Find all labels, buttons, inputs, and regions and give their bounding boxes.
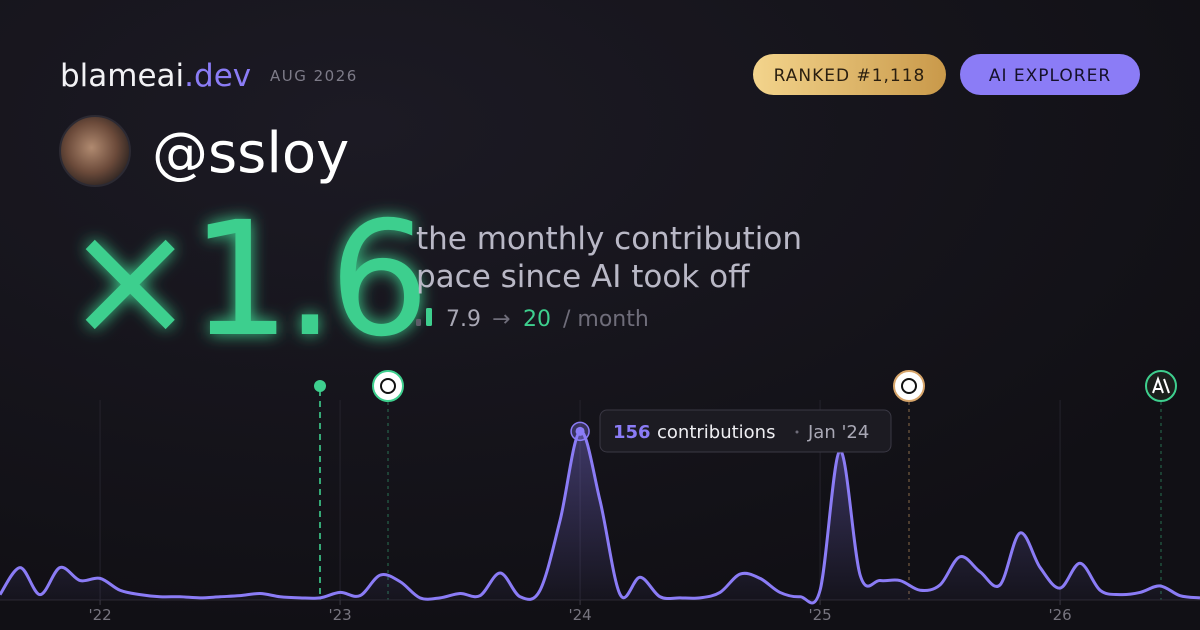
chart: '22 '23 '24 '25 '26 156 contributions Jan '24	[0, 400, 1200, 624]
pace-after: 20	[523, 307, 551, 332]
tooltip-date: Jan '24	[807, 422, 869, 443]
x-tick-label: '24	[568, 606, 591, 624]
anthropic-glyph	[1152, 376, 1170, 394]
pace-before: 7.9	[446, 307, 481, 332]
highlight-dot	[575, 426, 585, 436]
openai-glyph	[901, 378, 917, 394]
openai-icon	[893, 370, 925, 402]
tooltip-value: 156	[613, 422, 651, 443]
brand: blameai.dev	[60, 58, 251, 94]
explorer-badge-text: AI EXPLORER	[989, 66, 1111, 86]
date: AUG 2026	[270, 67, 358, 85]
description-line: pace since AI took off	[416, 259, 750, 295]
x-tick-label: '23	[328, 606, 351, 624]
area	[0, 431, 1200, 603]
brand-name: blameai	[60, 58, 184, 94]
multiplier: ×1.6	[64, 188, 424, 372]
openai-glyph	[380, 378, 396, 394]
openai-icon	[372, 370, 404, 402]
pace-bar-before	[416, 318, 421, 326]
brand-tld: .dev	[184, 58, 251, 94]
pace-bar-after	[426, 308, 432, 326]
x-tick-label: '25	[808, 606, 831, 624]
event-dot	[314, 380, 326, 392]
avatar	[59, 115, 131, 187]
explorer-badge	[960, 54, 1140, 95]
rank-badge-text: RANKED #1,118	[774, 66, 926, 86]
description-line: the monthly contribution	[416, 221, 802, 257]
tooltip-box	[599, 409, 892, 453]
pace-icon	[416, 308, 432, 326]
x-tick-label: '26	[1048, 606, 1071, 624]
line	[0, 429, 1200, 605]
rank-badge	[753, 54, 946, 95]
tooltip-separator	[795, 430, 799, 434]
tooltip-unit: contributions	[657, 422, 775, 443]
handle: @ssloy	[152, 121, 349, 186]
pace-unit: / month	[563, 307, 649, 332]
pace-arrow: →	[492, 307, 510, 332]
x-tick-label: '22	[88, 606, 111, 624]
